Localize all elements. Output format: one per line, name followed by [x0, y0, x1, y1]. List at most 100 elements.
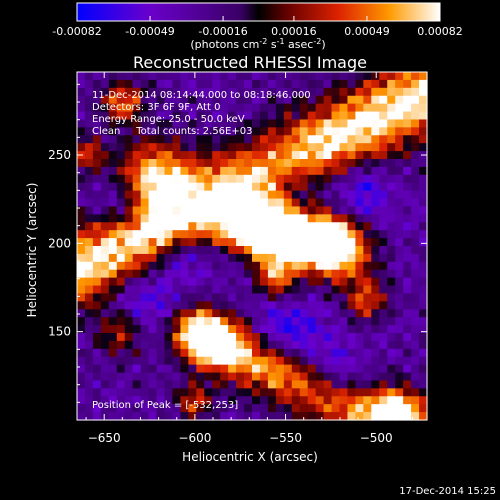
heatmap-cell	[228, 166, 237, 176]
heatmap-cell	[172, 285, 181, 295]
heatmap-cell	[212, 246, 221, 255]
heatmap-cell	[387, 238, 396, 247]
heatmap-cell	[291, 198, 301, 208]
heatmap-cell	[220, 309, 229, 318]
heatmap-cell	[77, 103, 86, 113]
heatmap-cell	[84, 182, 94, 192]
heatmap-cell	[116, 301, 126, 310]
heatmap-cell	[379, 135, 388, 144]
heatmap-cell	[355, 301, 364, 310]
heatmap-cell	[347, 87, 356, 97]
heatmap-cell	[267, 111, 277, 121]
heatmap-cell	[252, 190, 261, 200]
heatmap-cell	[363, 364, 372, 374]
heatmap-cell	[299, 143, 309, 152]
heatmap-cell	[315, 396, 325, 405]
heatmap-cell	[148, 182, 158, 192]
heatmap-cell	[156, 325, 166, 334]
heatmap-cell	[196, 190, 205, 200]
heatmap-cell	[188, 412, 197, 421]
heatmap-cell	[77, 111, 86, 121]
heatmap-cell	[387, 372, 396, 382]
heatmap-cell	[315, 190, 325, 200]
heatmap-cell	[331, 79, 341, 89]
heatmap-cell	[307, 285, 317, 295]
heatmap-cell	[299, 111, 309, 121]
heatmap-cell	[323, 340, 333, 350]
heatmap-cell	[100, 206, 110, 215]
heatmap-cell	[323, 111, 333, 121]
heatmap-cell	[172, 340, 181, 350]
heatmap-cell	[363, 143, 372, 152]
heatmap-cell	[411, 277, 420, 287]
heatmap-cell	[140, 143, 150, 152]
info-time-range: 11-Dec-2014 08:14:44.000 to 08:18:46.000	[92, 90, 311, 101]
heatmap-cell	[172, 230, 181, 239]
heatmap-cell	[220, 396, 229, 405]
heatmap-cell	[411, 380, 420, 389]
heatmap-cell	[228, 174, 237, 184]
heatmap-cell	[395, 182, 404, 192]
heatmap-cell	[84, 388, 94, 397]
heatmap-cell	[411, 388, 420, 397]
heatmap-cell	[347, 356, 356, 366]
heatmap-cell	[291, 293, 301, 302]
heatmap-cell	[236, 135, 245, 144]
heatmap-cell	[172, 364, 181, 374]
y-tick-label: 150	[48, 325, 71, 339]
heatmap-cell	[132, 293, 142, 302]
heatmap-cell	[116, 95, 126, 105]
heatmap-cell	[220, 198, 229, 208]
heatmap-cell	[331, 159, 341, 168]
heatmap-cell	[212, 356, 221, 366]
heatmap-cell	[244, 412, 253, 421]
heatmap-cell	[188, 301, 197, 310]
heatmap-cell	[100, 301, 110, 310]
heatmap-cell	[331, 309, 341, 318]
heatmap-cell	[164, 159, 174, 168]
heatmap-cell	[347, 135, 356, 144]
heatmap-cell	[77, 356, 86, 366]
heatmap-cell	[387, 79, 396, 89]
heatmap-cell	[92, 253, 102, 263]
heatmap-cell	[259, 404, 269, 413]
heatmap-cell	[379, 151, 388, 160]
heatmap-cell	[164, 301, 174, 310]
heatmap-cell	[220, 356, 229, 366]
heatmap-cell	[220, 143, 229, 152]
heatmap-cell	[204, 246, 213, 255]
heatmap-cell	[140, 388, 150, 397]
heatmap-cell	[299, 261, 309, 271]
heatmap-cell	[259, 309, 269, 318]
heatmap-cell	[387, 285, 396, 295]
heatmap-cell	[275, 380, 285, 389]
heatmap-cell	[395, 340, 404, 350]
heatmap-cell	[124, 333, 134, 342]
heatmap-cell	[371, 356, 380, 366]
heatmap-cell	[347, 143, 356, 152]
heatmap-cell	[323, 135, 333, 144]
heatmap-cell	[371, 182, 380, 192]
heatmap-cell	[363, 214, 372, 223]
heatmap-cell	[267, 166, 277, 176]
heatmap-cell	[395, 301, 404, 310]
heatmap-cell	[220, 364, 229, 374]
heatmap-cell	[252, 79, 261, 89]
heatmap-cell	[156, 269, 166, 279]
heatmap-cell	[267, 285, 277, 295]
heatmap-cell	[92, 159, 102, 168]
heatmap-cell	[220, 119, 229, 128]
heatmap-cell	[411, 166, 420, 176]
heatmap-cell	[387, 317, 396, 326]
heatmap-cell	[132, 309, 142, 318]
heatmap-cell	[156, 364, 166, 374]
heatmap-cell	[188, 380, 197, 389]
heatmap-cell	[116, 261, 126, 271]
heatmap-cell	[339, 214, 349, 223]
heatmap-cell	[156, 230, 166, 239]
heatmap-cell	[379, 206, 388, 215]
heatmap-cell	[172, 396, 181, 405]
heatmap-cell	[100, 190, 110, 200]
heatmap-cell	[267, 127, 277, 136]
heatmap-cell	[395, 87, 404, 97]
